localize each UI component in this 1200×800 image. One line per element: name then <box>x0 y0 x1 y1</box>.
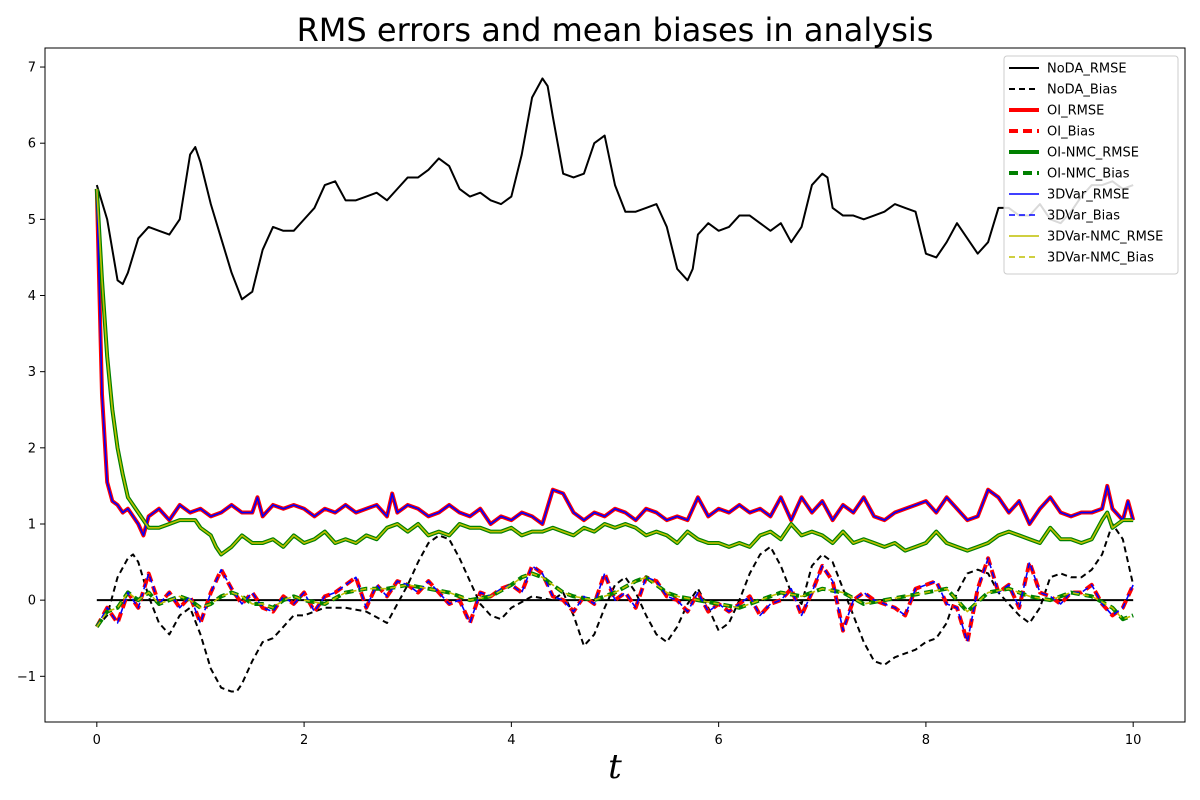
y-tick-label: 2 <box>28 441 36 456</box>
legend-label: OI-NMC_Bias <box>1047 167 1130 182</box>
y-tick-label: 7 <box>28 61 36 76</box>
x-tick-label: 8 <box>922 733 930 748</box>
series-line-noda-bias <box>96 522 1135 693</box>
y-tick-label: 3 <box>28 365 36 380</box>
y-tick-label: 5 <box>28 213 36 228</box>
legend-label: 3DVar_RMSE <box>1047 188 1129 203</box>
legend-label: NoDA_Bias <box>1047 83 1117 98</box>
x-tick-label: 2 <box>300 733 308 748</box>
series-line-3dvar-nmc-rmse <box>96 188 1134 556</box>
x-tick-label: 0 <box>93 733 101 748</box>
legend-label: 3DVar-NMC_Bias <box>1047 251 1154 266</box>
series-line-3dvar-rmse <box>96 188 1134 537</box>
legend: NoDA_RMSE NoDA_Bias OI_RMSE OI_Bias OI-NMC_R… <box>1003 55 1179 275</box>
y-axis: −1 0 1 2 3 4 5 6 7 <box>17 61 45 685</box>
series-line-3dvar-nmc-bias <box>96 572 1134 628</box>
series-layer <box>94 77 1136 693</box>
legend-box <box>1003 55 1179 275</box>
legend-label: 3DVar-NMC_RMSE <box>1047 230 1163 245</box>
legend-label: OI_RMSE <box>1047 104 1104 119</box>
x-tick-label: 6 <box>714 733 722 748</box>
x-tick-label: 4 <box>507 733 515 748</box>
legend-label: NoDA_RMSE <box>1047 62 1127 77</box>
plot-area <box>44 47 1186 723</box>
y-tick-label: 6 <box>28 137 36 152</box>
series-line-3dvar-bias <box>96 557 1134 643</box>
legend-label: OI_Bias <box>1047 125 1095 140</box>
y-tick-label: −1 <box>17 670 36 685</box>
chart-title: RMS errors and mean biases in analysis <box>297 11 934 49</box>
plot-frame <box>44 47 1186 723</box>
y-tick-label: 4 <box>28 289 36 304</box>
legend-label: 3DVar_Bias <box>1047 209 1120 224</box>
y-tick-label: 0 <box>28 594 36 609</box>
y-tick-label: 1 <box>28 517 36 532</box>
x-axis: 0 2 4 6 8 10 <box>93 722 1142 748</box>
x-tick-label: 10 <box>1125 733 1142 748</box>
legend-label: OI-NMC_RMSE <box>1047 146 1139 161</box>
x-axis-label: t <box>608 747 622 787</box>
series-line-noda-rmse <box>95 77 1134 301</box>
